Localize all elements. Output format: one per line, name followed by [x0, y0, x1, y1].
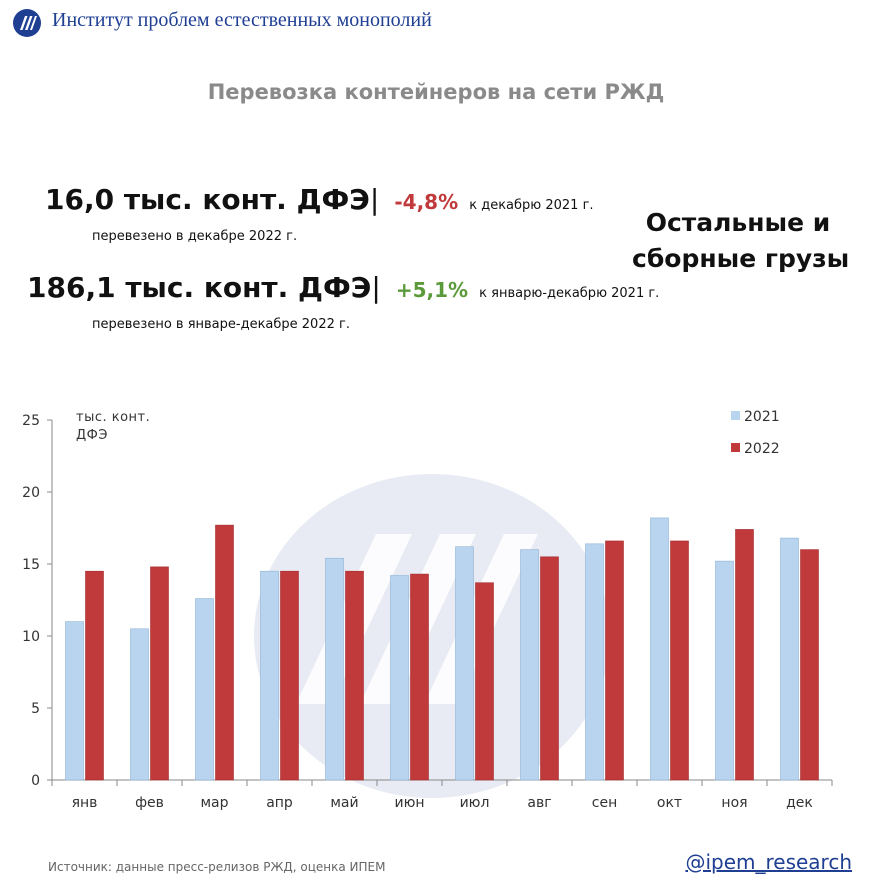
y-tick-label: 0 — [31, 773, 40, 789]
x-tick-label: июл — [460, 795, 490, 811]
bar-2022-мар — [215, 524, 234, 781]
year-comparison: к январю-декабрю 2021 г. — [479, 286, 660, 301]
bar-2022-окт — [670, 540, 689, 781]
bar-2022-май — [345, 570, 364, 781]
legend-swatch-2021 — [731, 411, 740, 420]
page-title: Перевозка контейнеров на сети РЖД — [207, 80, 665, 104]
bar-2021-апр — [260, 570, 279, 781]
y-tick-label: 10 — [22, 629, 40, 645]
source-note: Источник: данные пресс-релизов РЖД, оцен… — [48, 860, 386, 874]
bar-2021-янв — [65, 621, 84, 781]
y-tick-label: 20 — [22, 485, 40, 501]
december-stat: 16,0 тыс. конт. ДФЭ| -4,8% к декабрю 202… — [45, 183, 594, 216]
x-tick-label: дек — [786, 795, 813, 811]
bar-2022-ноя — [735, 529, 754, 781]
bar-2021-сен — [585, 543, 604, 781]
bar-2021-июн — [390, 575, 409, 781]
x-tick-label: окт — [657, 795, 682, 811]
social-handle-link[interactable]: @ipem_research — [685, 850, 852, 874]
organization-name: Институт проблем естественных монополий — [52, 9, 432, 31]
cargo-category-label: Остальные и сборные грузы — [632, 205, 850, 277]
x-tick-label: июн — [394, 795, 424, 811]
bar-2021-июл — [455, 546, 474, 781]
y-axis-unit-line-1: тыс. конт. — [76, 410, 151, 425]
container-transport-chart: 0 5 10 15 20 25 янв фев мар апр май июн июл авг сен окт… — [22, 409, 833, 811]
x-tick-label: апр — [266, 795, 293, 811]
y-axis-unit-line-2: ДФЭ — [76, 428, 108, 443]
x-tick-label: янв — [72, 795, 98, 811]
bar-2021-ноя — [715, 560, 734, 781]
bar-2021-май — [325, 557, 344, 781]
y-tick-label: 5 — [31, 701, 40, 717]
cargo-category-line-1: Остальные и — [645, 208, 831, 237]
december-change: -4,8% — [394, 190, 459, 214]
year-change: +5,1% — [395, 278, 469, 302]
bar-2022-апр — [280, 570, 299, 781]
bar-2021-дек — [780, 537, 799, 781]
x-tick-label: фев — [135, 795, 164, 811]
x-tick-label: май — [330, 795, 358, 811]
year-value: 186,1 тыс. конт. ДФЭ — [27, 271, 372, 304]
bar-2021-авг — [520, 549, 539, 781]
bar-2021-фев — [130, 628, 149, 781]
legend-swatch-2022 — [731, 443, 740, 452]
y-axis-unit-label: тыс. конт. ДФЭ — [76, 409, 150, 445]
bar-2021-мар — [195, 598, 214, 781]
institute-logo — [13, 9, 41, 37]
december-value: 16,0 тыс. конт. ДФЭ — [45, 183, 370, 216]
legend-label-2022: 2022 — [744, 441, 780, 457]
year-stat: 186,1 тыс. конт. ДФЭ| +5,1% к январю-дек… — [27, 271, 660, 304]
legend-label-2021: 2021 — [744, 409, 780, 425]
x-tick-label: сен — [592, 795, 617, 811]
y-tick-label: 25 — [22, 413, 40, 429]
bar-2022-янв — [85, 570, 104, 781]
bar-2022-сен — [605, 540, 624, 781]
x-tick-label: мар — [200, 795, 228, 811]
cargo-category-line-2: сборные грузы — [632, 244, 850, 273]
year-caption: перевезено в январе-декабре 2022 г. — [92, 317, 350, 332]
bar-2021-окт — [650, 517, 669, 781]
december-caption: перевезено в декабре 2022 г. — [92, 229, 298, 244]
y-tick-label: 15 — [22, 557, 40, 573]
x-tick-label: ноя — [721, 795, 747, 811]
bar-2022-фев — [150, 566, 169, 781]
bar-2022-июн — [410, 573, 429, 781]
bar-2022-июл — [475, 582, 494, 781]
december-comparison: к декабрю 2021 г. — [469, 198, 594, 213]
x-tick-label: авг — [527, 795, 551, 811]
bar-2022-авг — [540, 556, 559, 781]
bar-2022-дек — [800, 549, 819, 781]
